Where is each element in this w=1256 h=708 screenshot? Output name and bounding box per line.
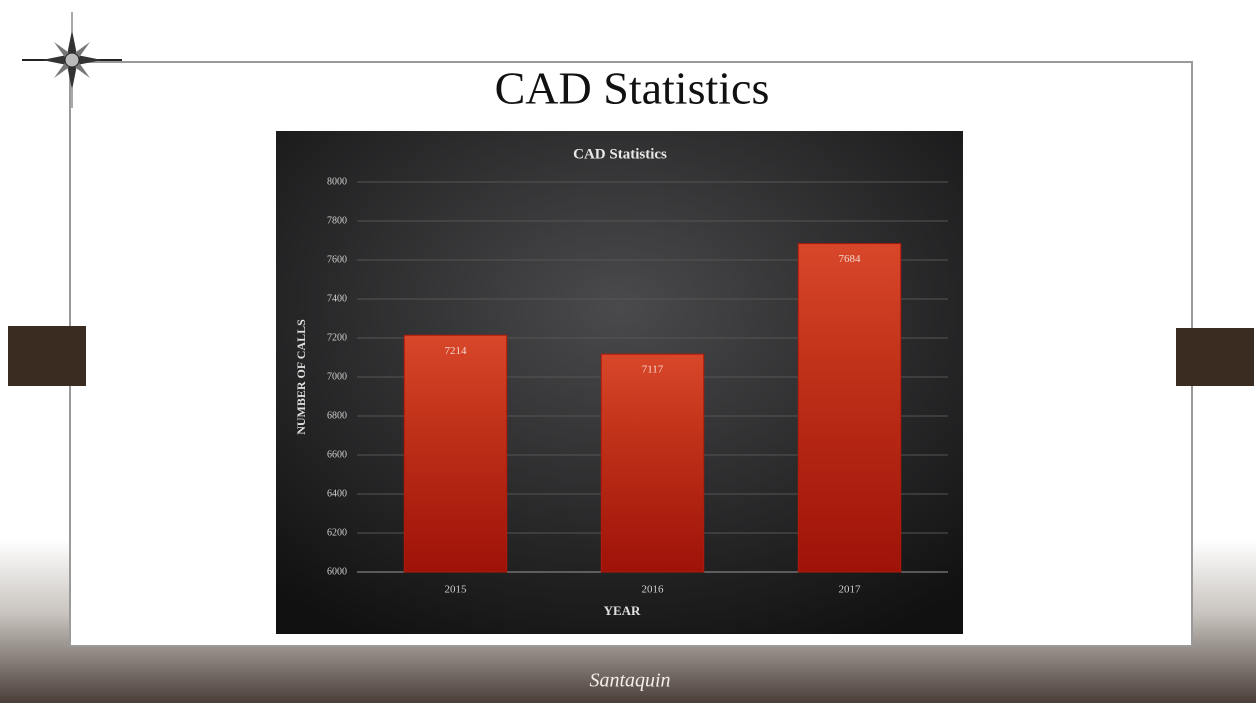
x-tick-label: 2016: [642, 584, 665, 596]
y-tick-label: 7200: [327, 332, 347, 343]
y-tick-label: 7000: [327, 371, 347, 382]
value-label: 7117: [642, 364, 664, 376]
y-tick-label: 6200: [327, 527, 347, 538]
y-tick-label: 6000: [327, 566, 347, 577]
chart-title: CAD Statistics: [573, 146, 667, 162]
bar: [600, 353, 705, 573]
y-tick-label: 8000: [327, 176, 347, 187]
y-tick-label: 6600: [327, 449, 347, 460]
x-tick-label: 2017: [839, 584, 862, 596]
side-tab-right: [1176, 328, 1254, 386]
y-tick-label: 7800: [327, 215, 347, 226]
side-tab-left: [8, 326, 86, 386]
bar: [797, 243, 902, 573]
value-label: 7684: [839, 253, 862, 265]
y-axis-label: NUMBER OF CALLS: [294, 319, 308, 435]
x-tick-label: 2015: [445, 584, 468, 596]
bar: [403, 334, 508, 573]
compass-icon: [22, 12, 122, 108]
y-tick-label: 7600: [327, 254, 347, 265]
value-label: 7214: [445, 345, 468, 357]
y-tick-label: 6800: [327, 410, 347, 421]
x-axis-label: YEAR: [604, 603, 641, 618]
y-tick-label: 6400: [327, 488, 347, 499]
y-tick-label: 7400: [327, 293, 347, 304]
logo: Santaquin: [589, 670, 670, 692]
slide-title: CAD Statistics: [495, 63, 770, 114]
